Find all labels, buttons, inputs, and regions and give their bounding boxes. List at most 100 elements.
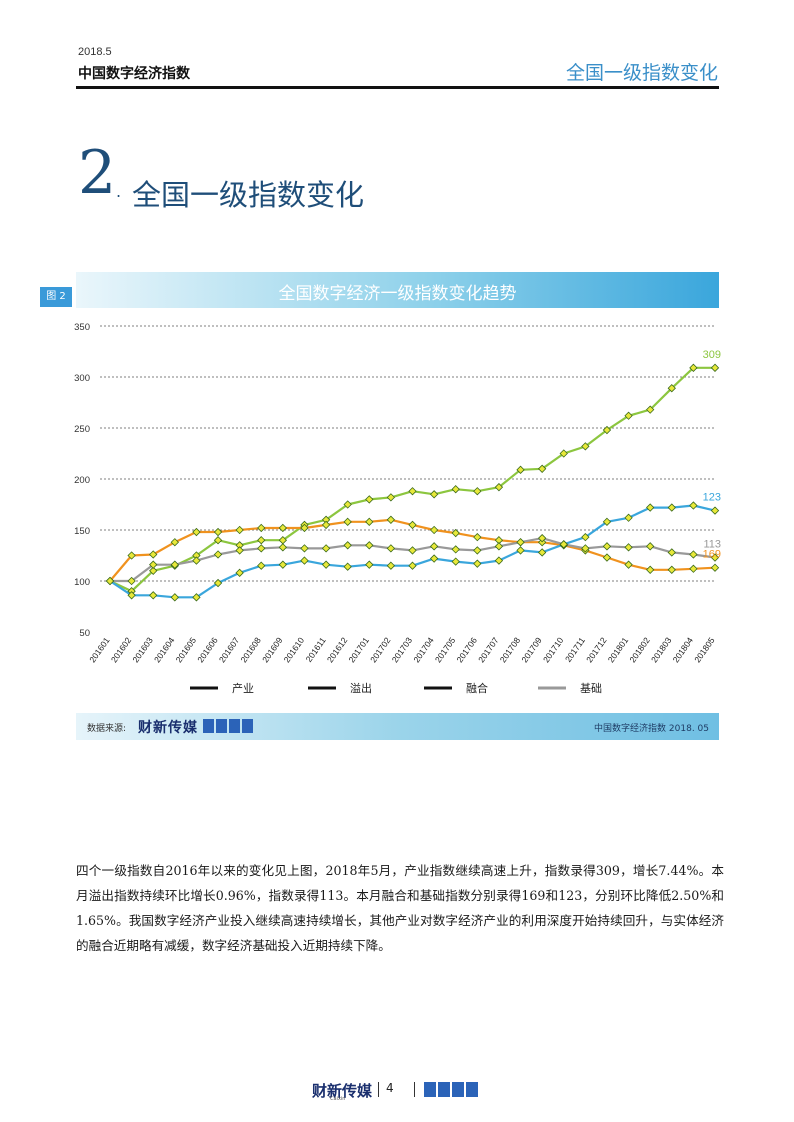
- x-tick-label: 201709: [519, 635, 544, 664]
- data-point: [300, 556, 309, 565]
- data-point: [581, 442, 590, 451]
- x-tick-label: 201710: [541, 635, 566, 664]
- data-point: [451, 485, 460, 494]
- data-point: [473, 532, 482, 542]
- data-point: [667, 503, 676, 512]
- data-point: [386, 515, 396, 524]
- x-tick-label: 201706: [454, 635, 479, 664]
- data-point: [170, 593, 179, 602]
- x-tick-label: 201711: [563, 635, 587, 664]
- y-tick-label: 300: [74, 373, 90, 384]
- data-point: [667, 384, 676, 393]
- y-tick-label: 50: [79, 628, 90, 639]
- data-point: [343, 562, 352, 571]
- section-number-dot: .: [116, 182, 122, 201]
- data-point: [170, 538, 179, 547]
- header-section-name: 全国一级指数变化: [565, 62, 718, 84]
- data-point: [213, 536, 223, 545]
- data-point: [494, 482, 504, 492]
- x-tick-label: 201601: [87, 635, 112, 664]
- data-point: [192, 527, 201, 537]
- data-point: [429, 490, 439, 499]
- x-tick-label: 201612: [325, 635, 350, 664]
- x-tick-label: 201606: [195, 635, 220, 664]
- data-point: [278, 543, 288, 552]
- data-point: [149, 550, 158, 559]
- data-point: [257, 523, 266, 533]
- data-point: [149, 591, 158, 600]
- data-point: [192, 593, 201, 602]
- data-point: [235, 525, 244, 535]
- cbn-logo-icon: [424, 1082, 478, 1097]
- chart-title-bar: 全国数字经济一级指数变化趋势: [76, 272, 719, 308]
- data-point: [516, 538, 525, 547]
- data-point: [343, 500, 352, 509]
- data-point: [343, 541, 352, 550]
- data-point: [127, 551, 136, 560]
- footer: 财新传媒 Caixin 4: [0, 1078, 794, 1102]
- data-point: [213, 527, 223, 537]
- data-point: [300, 544, 309, 553]
- cbn-logo-icon: [203, 719, 253, 733]
- data-point: [516, 546, 525, 555]
- data-point: [321, 560, 331, 569]
- y-tick-label: 150: [74, 526, 90, 537]
- data-point: [710, 506, 720, 515]
- data-point: [689, 564, 698, 573]
- x-tick-label: 201607: [217, 635, 242, 664]
- x-tick-label: 201712: [584, 635, 609, 664]
- data-point: [473, 546, 482, 555]
- legend-label: 溢出: [350, 681, 372, 695]
- source-right-text: 中国数字经济指数 2018. 05: [594, 724, 709, 734]
- data-point: [170, 560, 179, 569]
- data-point: [537, 533, 547, 543]
- x-tick-label: 201703: [390, 635, 415, 664]
- data-point: [235, 546, 244, 555]
- data-point: [127, 576, 136, 586]
- data-point: [408, 546, 417, 555]
- data-point: [278, 523, 288, 533]
- data-point: [408, 561, 417, 570]
- section-number: 2: [78, 138, 117, 208]
- x-tick-label: 201804: [671, 635, 696, 664]
- x-tick-label: 201604: [152, 635, 177, 664]
- data-point: [646, 565, 655, 574]
- data-point: [581, 532, 590, 542]
- data-point: [667, 548, 676, 557]
- data-point: [149, 560, 158, 569]
- data-point: [624, 513, 633, 522]
- x-tick-label: 201705: [433, 635, 458, 664]
- x-tick-label: 201611: [304, 635, 328, 664]
- data-point: [473, 487, 482, 496]
- data-point: [559, 449, 568, 458]
- x-tick-label: 201802: [627, 635, 652, 664]
- data-point: [494, 542, 504, 551]
- footer-separator: [414, 1082, 415, 1097]
- data-point: [710, 563, 720, 572]
- end-value-label: 169: [703, 549, 721, 561]
- chart-title: 全国数字经济一级指数变化趋势: [278, 284, 517, 304]
- x-tick-label: 201610: [282, 635, 307, 664]
- x-tick-label: 201805: [692, 635, 717, 664]
- x-tick-label: 201803: [649, 635, 674, 664]
- x-tick-label: 201701: [346, 635, 371, 664]
- data-point: [624, 411, 633, 420]
- page-number: 4: [386, 1081, 394, 1095]
- legend-label: 产业: [232, 681, 254, 695]
- data-point: [257, 561, 266, 570]
- source-logo: 财新传媒: [138, 720, 198, 736]
- data-point: [408, 487, 417, 496]
- data-point: [235, 568, 244, 578]
- x-tick-label: 201702: [368, 635, 393, 664]
- data-point: [257, 536, 266, 545]
- section-title: 全国一级指数变化: [132, 178, 365, 212]
- legend-label: 基础: [580, 682, 602, 695]
- data-point: [581, 544, 590, 553]
- data-point: [689, 363, 698, 372]
- data-point: [624, 543, 633, 552]
- footer-logo: 财新传媒: [312, 1082, 373, 1100]
- data-point: [710, 363, 720, 372]
- data-point: [127, 591, 136, 600]
- data-point: [624, 560, 633, 569]
- data-point: [429, 554, 439, 563]
